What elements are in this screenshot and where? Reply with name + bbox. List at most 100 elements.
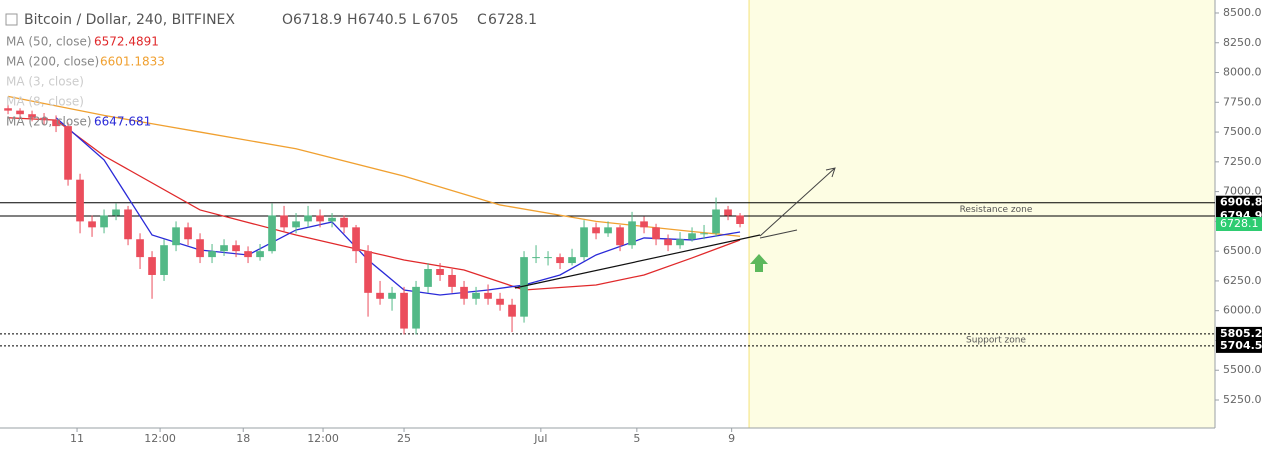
candle-body [184,227,192,240]
candle-body [736,215,744,224]
ohlc-value: 6728.1 [488,12,537,28]
candle-body [568,257,576,264]
y-tick-label: 5500.0 [1223,363,1262,376]
candle-body [124,209,132,240]
x-tick-label: 5 [633,432,640,445]
moving-average-line [7,95,741,237]
y-tick-label: 7750.0 [1223,95,1262,108]
candle-body [40,117,48,121]
candle-body [400,292,408,329]
candle-body [376,292,384,299]
candle-body [472,292,480,299]
indicator-name: MA (8, close) [6,95,84,109]
candle-body [712,209,720,234]
resistance-line-label-bg [1216,195,1262,210]
y-tick-label: 7500.0 [1223,125,1262,138]
support-zone-label: Support zone [966,335,1026,345]
indicator-name: MA (200, close) [6,55,99,69]
candle-body [616,227,624,246]
candle-body [292,221,300,228]
support-line-label: 5805.2 [1220,327,1262,340]
x-tick-label: 12:00 [307,432,339,445]
candle-body [484,292,492,299]
indicator-value: 6647.681 [94,115,151,129]
ohlc-letter: L [412,12,420,28]
trendline [514,234,761,289]
candle-body [412,286,420,329]
support-line-label-bg [1216,338,1262,353]
candle-body [388,292,396,299]
support-line-label-bg [1216,326,1262,341]
candle-body [424,269,432,287]
candle-body [172,227,180,246]
candle-body [16,110,24,115]
candle-body [244,251,252,258]
candle-body [268,215,276,252]
candle-body [664,239,672,246]
candle-body [328,217,336,222]
y-tick-label: 8000.0 [1223,66,1262,79]
ohlc-value: 6705 [423,12,459,28]
ohlc-value: 6718.9 [293,12,342,28]
future-zone [749,0,1215,428]
y-tick-label: 8250.0 [1223,36,1262,49]
candle-body [496,298,504,305]
candle-body [52,120,60,127]
indicator-name: MA (20, close) [6,115,92,129]
x-tick-label: 11 [70,432,84,445]
ohlc-letter: O [282,12,293,28]
resistance-zone-label: Resistance zone [960,205,1033,215]
candle-body [556,257,564,264]
candle-body [676,239,684,246]
indicator-name: MA (50, close) [6,35,92,49]
y-tick-label: 7250.0 [1223,155,1262,168]
candle-body [352,227,360,252]
projection-line [759,229,798,239]
candle-body [256,251,264,258]
candle-body [100,215,108,228]
candle-body [160,245,168,275]
candle-body [436,269,444,275]
candle-body [136,239,144,258]
ohlc-letter: H [347,12,358,28]
legend-checkbox [5,13,18,26]
candle-body [364,251,372,293]
y-tick-label: 5250.0 [1223,393,1262,406]
y-tick-label: 6250.0 [1223,274,1262,287]
y-tick-label: 6000.0 [1223,304,1262,317]
candle-body [148,257,156,275]
y-tick-label: 8500.0 [1223,6,1262,19]
up-arrow [750,254,768,272]
candle-body [592,227,600,234]
y-tick-label: 6500.0 [1223,244,1262,257]
x-tick-label: 9 [728,432,735,445]
candle-body [280,215,288,228]
indicator-value: 6572.4891 [94,35,159,49]
candle-body [304,215,312,222]
candle-body [532,257,540,259]
candle-body [688,233,696,240]
last-price-bg [1216,216,1262,231]
candle-body [580,227,588,258]
x-tick-label: 25 [397,432,411,445]
last-price-label: 6728.1 [1220,217,1259,230]
candle-body [604,227,612,234]
candle-body [76,179,84,222]
y-tick-label: 7000.0 [1223,185,1262,198]
candle-body [544,257,552,259]
candle-body [64,126,72,180]
moving-average-line [8,117,741,291]
projection-arrow [759,167,836,237]
candle-body [340,217,348,228]
candle-body [316,215,324,222]
candle-body [112,209,120,216]
candle-body [208,251,216,258]
candle-body [220,245,228,252]
candle-body [520,257,528,317]
candle-body [508,304,516,317]
candle-body [448,274,456,287]
candle-body [232,245,240,252]
candle-body [196,239,204,258]
support-line-label: 5704.5 [1220,339,1262,352]
